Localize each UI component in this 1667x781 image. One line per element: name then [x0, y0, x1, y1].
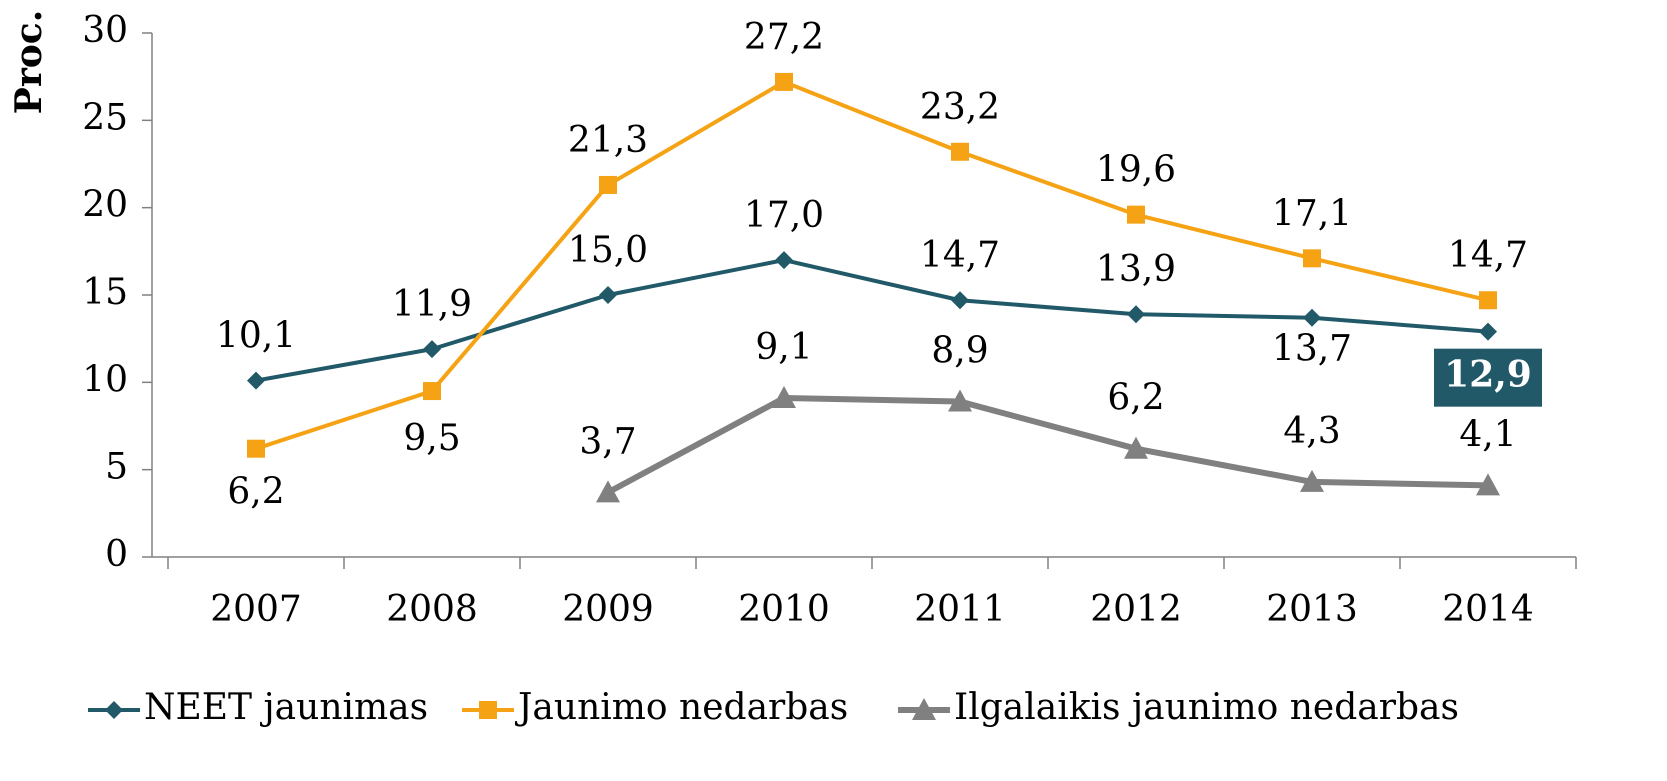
y-tick-label: 10	[82, 359, 128, 400]
series-line	[255, 79, 1489, 451]
data-label: 4,3	[1283, 411, 1340, 452]
y-tick-label: 15	[82, 272, 128, 313]
data-label: 13,9	[1096, 249, 1176, 290]
x-tick-label: 2011	[914, 589, 1006, 630]
marker	[772, 386, 796, 409]
data-label: 3,7	[579, 421, 636, 462]
marker	[1476, 473, 1500, 496]
data-label: 8,9	[931, 331, 988, 372]
x-tick-label: 2014	[1442, 589, 1534, 630]
marker	[247, 439, 265, 458]
highlight-box	[1434, 348, 1542, 407]
data-label: 4,1	[1459, 414, 1516, 455]
y-tick-label: 0	[105, 534, 128, 575]
data-label: 19,6	[1096, 150, 1176, 191]
data-label: 6,2	[1107, 378, 1164, 419]
marker	[1479, 291, 1497, 310]
marker	[247, 371, 265, 390]
y-tick-label: 20	[82, 185, 128, 226]
marker	[1479, 322, 1497, 341]
marker	[1127, 205, 1145, 224]
marker	[599, 175, 617, 194]
x-tick-label: 2012	[1090, 589, 1182, 630]
data-label: 17,1	[1272, 193, 1352, 234]
series-line	[255, 258, 1489, 383]
x-tick-label: 2013	[1266, 589, 1358, 630]
marker	[775, 251, 793, 270]
legend-label: Ilgalaikis jaunimo nedarbas	[954, 687, 1459, 728]
marker	[912, 698, 936, 720]
marker	[596, 480, 620, 503]
data-label: 21,3	[568, 120, 648, 161]
marker	[105, 701, 123, 719]
marker	[775, 72, 793, 91]
marker	[423, 382, 441, 401]
data-label: 13,7	[1272, 329, 1352, 370]
data-label: 23,2	[920, 87, 1000, 128]
y-tick-label: 5	[105, 447, 128, 488]
marker	[1127, 305, 1145, 324]
x-tick-label: 2010	[738, 589, 830, 630]
marker	[1303, 249, 1321, 268]
marker	[948, 389, 972, 412]
data-label: 6,2	[227, 472, 284, 513]
data-label: 27,2	[744, 17, 824, 58]
data-label: 12,9	[1444, 354, 1532, 396]
marker	[1124, 436, 1148, 459]
legend-label: Jaunimo nedarbas	[514, 687, 848, 728]
marker	[1300, 469, 1324, 492]
data-label: 14,7	[920, 235, 1000, 276]
x-tick-label: 2008	[386, 589, 478, 630]
marker	[423, 340, 441, 359]
data-label: 15,0	[568, 230, 648, 271]
marker	[951, 291, 969, 310]
data-label: 9,1	[755, 327, 812, 368]
x-tick-label: 2009	[562, 589, 654, 630]
data-label: 11,9	[392, 284, 472, 325]
data-label: 9,5	[403, 418, 460, 459]
marker	[1303, 308, 1321, 327]
marker	[599, 286, 617, 304]
x-tick-label: 2007	[210, 589, 302, 630]
y-axis-label: Proc.	[8, 10, 50, 115]
y-tick-label: 30	[82, 10, 128, 51]
legend-label: NEET jaunimas	[144, 687, 428, 728]
data-label: 17,0	[744, 195, 824, 236]
data-label: 14,7	[1448, 235, 1528, 276]
y-tick-label: 25	[82, 97, 128, 138]
data-label: 10,1	[216, 316, 296, 357]
marker	[479, 701, 497, 719]
series-line	[606, 395, 1489, 496]
marker	[951, 142, 969, 161]
